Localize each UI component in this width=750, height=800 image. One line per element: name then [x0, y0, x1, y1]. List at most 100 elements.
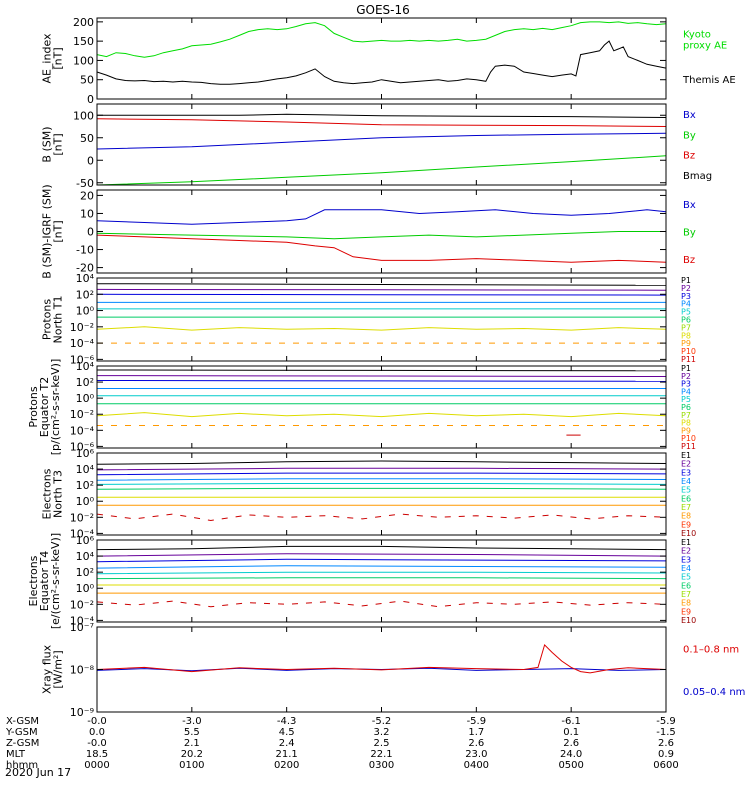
legend-entry-bigrf: Bx: [683, 200, 696, 211]
x-axis-value: 5.5: [184, 727, 200, 738]
x-axis-value: 21.1: [276, 749, 298, 760]
legend-entry-ee: E3: [681, 555, 691, 564]
y-tick-label-pe: 10²: [76, 376, 94, 389]
x-axis-value: 18.5: [86, 749, 108, 760]
legend-entry-ee: E5: [681, 573, 691, 582]
series-line-pn-6: [96, 326, 667, 331]
legend-entry-pn: P5: [681, 308, 691, 317]
x-axis-row-label: hhmm: [6, 760, 38, 771]
x-axis-value: -1.5: [656, 727, 676, 738]
series-line-ee-5: [96, 577, 667, 580]
x-axis-row-label: Z-GSM: [6, 738, 39, 749]
legend-entry-ee: E4: [681, 564, 691, 573]
x-axis-value: -0.0: [87, 738, 107, 749]
y-axis-label-bigrf: [nT]: [52, 220, 65, 242]
y-axis-label-pn: Protons: [41, 299, 54, 340]
y-tick-label-pe: 10⁻⁴: [70, 424, 95, 437]
y-axis-label-ae: [nT]: [52, 47, 65, 69]
y-tick-label-ee: 10⁰: [76, 582, 95, 595]
legend-entry-pe: P8: [681, 419, 691, 428]
y-tick-label-pn: 10⁰: [76, 305, 95, 318]
panel-bsm: -50 0 50 100 B (SM)[nT] Bx By Bz Bmag: [41, 103, 712, 190]
x-axis-row-label: X-GSM: [6, 716, 39, 727]
series-line-en-4: [96, 483, 667, 485]
x-axis-value: -5.2: [372, 716, 392, 727]
legend-entry-ae: Themis AE: [682, 75, 736, 86]
y-axis-label-pn: North T1: [52, 296, 65, 344]
y-tick-label-bigrf: 10: [80, 207, 94, 220]
legend-entry-pe: P10: [681, 434, 696, 443]
legend-entry-xray: 0.1–0.8 nm: [683, 644, 739, 655]
legend-entry-pe: P7: [681, 411, 691, 420]
y-tick-label-en: 10⁰: [76, 495, 95, 508]
x-axis-value: 2.6: [658, 738, 674, 749]
legend-entry-pn: P6: [681, 316, 691, 325]
series-line-ae-0: [96, 21, 667, 58]
x-axis-value: 0400: [464, 760, 489, 771]
x-axis-table: X-GSMY-GSMZ-GSMMLThhmm-0.00.0-0.018.5000…: [5, 716, 679, 771]
series-line-ee-2: [96, 558, 667, 563]
date-label: 2020 Jun 17: [5, 766, 71, 779]
series-line-bigrf-0: [96, 209, 667, 225]
y-tick-label-ae: 50: [80, 74, 94, 87]
y-tick-label-bigrf: -20: [76, 262, 94, 275]
y-tick-label-xray: 10⁻⁹: [70, 706, 94, 719]
legend-bigrf: Bx By Bz: [683, 200, 696, 266]
x-axis-value: 0500: [558, 760, 583, 771]
legend-entry-bigrf: By: [683, 228, 696, 239]
y-tick-label-pe: 10⁻²: [70, 408, 94, 421]
y-tick-label-en: 10⁶: [76, 447, 95, 460]
x-axis-value: 0100: [179, 760, 204, 771]
y-tick-label-xray: 10⁻⁷: [70, 621, 94, 634]
legend-entry-pn: P4: [681, 300, 691, 309]
legend-entry-en: E8: [681, 512, 691, 521]
x-axis-value: 0200: [274, 760, 299, 771]
x-axis-row-label: MLT: [6, 749, 26, 760]
legend-entry-en: E5: [681, 486, 691, 495]
y-axis-label-pe: Equator T2: [38, 377, 51, 437]
y-tick-label-pn: 10⁻⁴: [70, 337, 95, 350]
legend-entry-en: E2: [681, 460, 691, 469]
series-line-bigrf-2: [96, 234, 667, 263]
panel-frame-pe: [96, 365, 667, 449]
legend-entry-ee: E7: [681, 590, 691, 599]
y-tick-label-pe: 10⁻⁶: [70, 440, 95, 453]
series-line-xray-1: [96, 643, 667, 674]
legend-entry-pe: P1: [681, 364, 691, 373]
legend-entry-ae: Kyoto: [683, 29, 711, 40]
panel-frame-ee: [96, 539, 667, 623]
x-axis-row-label: Y-GSM: [5, 727, 38, 738]
x-axis-value: -5.9: [467, 716, 487, 727]
y-axis-label-pe: Protons: [27, 386, 40, 427]
series-line-bsm-1: [96, 118, 667, 127]
y-axis-label-en: Electrons: [41, 468, 54, 519]
y-tick-label-bsm: -50: [76, 177, 94, 190]
series-line-ae-1: [96, 40, 667, 85]
legend-entry-pe: P4: [681, 387, 691, 396]
figure-title: GOES-16: [356, 3, 410, 17]
x-axis-value: 2.6: [563, 738, 579, 749]
x-axis-value: 23.0: [465, 749, 487, 760]
x-axis-value: -3.0: [182, 716, 202, 727]
y-tick-label-bigrf: 20: [80, 189, 94, 202]
y-tick-label-ee: 10⁻⁴: [70, 614, 95, 627]
legend-entry-bsm: Bmag: [683, 171, 712, 182]
legend-entry-bsm: Bx: [683, 110, 696, 121]
y-axis-label-xray: Xray flux: [41, 644, 54, 694]
legend-entry-pn: P9: [681, 339, 691, 348]
y-axis-label-pe: [p/(cm²-s-sr-keV)]: [49, 359, 62, 456]
legend-entry-pe: P2: [681, 372, 691, 381]
legend-entry-ee: E1: [681, 538, 691, 547]
x-axis-value: 0.1: [563, 727, 579, 738]
series-line-en-2: [96, 472, 667, 476]
legend-entry-pn: P3: [681, 292, 691, 301]
x-axis-value: 2.4: [279, 738, 295, 749]
